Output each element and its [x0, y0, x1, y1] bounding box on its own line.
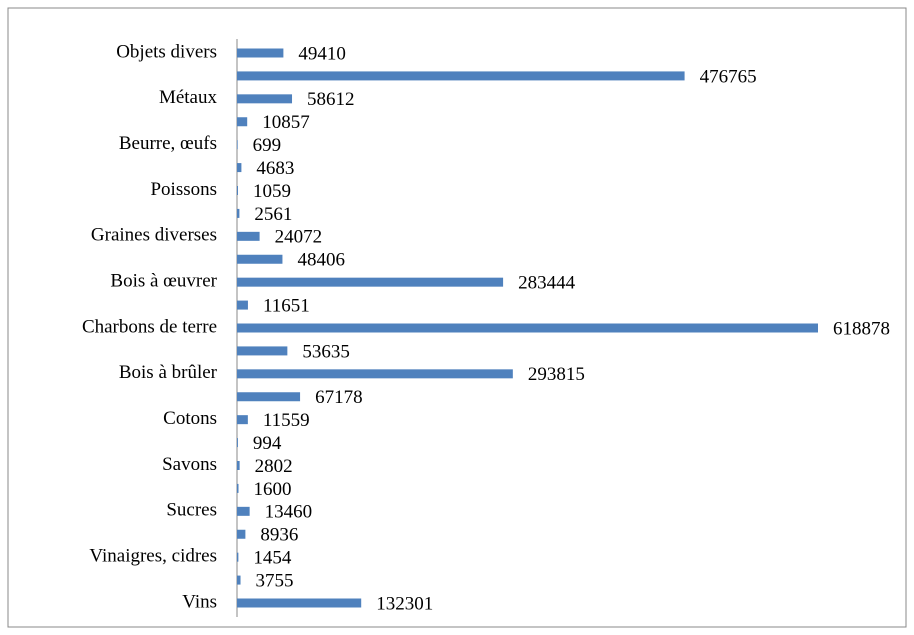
y-tick-label: Objets divers [116, 41, 217, 62]
bar [237, 117, 248, 127]
bar [237, 506, 250, 516]
bar [237, 529, 246, 539]
y-tick-label: Bois à brûler [119, 362, 218, 383]
y-tick-label: Vinaigres, cidres [89, 546, 217, 567]
data-label: 132301 [376, 593, 433, 614]
data-label: 2802 [255, 456, 293, 477]
data-label: 4683 [256, 158, 294, 179]
data-label: 994 [253, 433, 282, 454]
data-label: 699 [253, 135, 282, 156]
y-tick-label: Poissons [150, 179, 217, 200]
y-tick-label: Métaux [159, 87, 218, 108]
bar [237, 94, 293, 104]
data-label: 283444 [518, 273, 576, 294]
data-label: 13460 [265, 502, 313, 523]
bar [237, 186, 238, 195]
bar [237, 415, 248, 425]
bar [237, 231, 260, 241]
data-label: 2561 [254, 204, 292, 225]
data-label: 618878 [833, 318, 890, 339]
data-label: 3755 [256, 570, 294, 591]
y-tick-label: Charbons de terre [82, 316, 217, 337]
data-label: 1059 [253, 181, 291, 202]
y-tick-label: Cotons [163, 408, 217, 429]
data-label: 1600 [254, 479, 292, 500]
bar [237, 163, 242, 173]
data-label: 49410 [298, 43, 346, 64]
y-tick-label: Sucres [166, 500, 217, 521]
bar [237, 140, 238, 150]
bar [237, 300, 248, 310]
data-label: 48406 [297, 250, 345, 271]
data-label: 11651 [263, 295, 310, 316]
data-label: 10857 [262, 112, 310, 133]
bar [237, 598, 362, 608]
y-tick-label: Vins [182, 591, 217, 612]
bar [237, 71, 685, 81]
data-label: 11559 [263, 410, 310, 431]
y-tick-label: Savons [162, 454, 217, 475]
bar [237, 254, 283, 264]
y-tick-label: Beurre, œufs [119, 133, 217, 154]
bar [237, 369, 513, 379]
bar [237, 48, 284, 58]
y-tick-label: Bois à œuvrer [110, 271, 217, 292]
data-label: 476765 [700, 66, 757, 87]
data-label: 58612 [307, 89, 355, 110]
data-label: 53635 [302, 341, 350, 362]
data-label: 67178 [315, 387, 363, 408]
data-label: 24072 [275, 227, 323, 248]
chart-frame [7, 7, 907, 628]
bar [237, 461, 240, 470]
bar [237, 277, 504, 287]
bar [237, 323, 818, 333]
data-label: 293815 [528, 364, 585, 385]
bar [237, 208, 240, 218]
bar [237, 552, 239, 562]
bar [237, 346, 288, 356]
bar [237, 483, 239, 493]
bar [237, 438, 238, 448]
bar [237, 392, 301, 402]
bar [237, 575, 241, 585]
data-label: 1454 [253, 548, 291, 569]
data-label: 8936 [260, 525, 298, 546]
y-tick-label: Graines diverses [91, 225, 217, 246]
